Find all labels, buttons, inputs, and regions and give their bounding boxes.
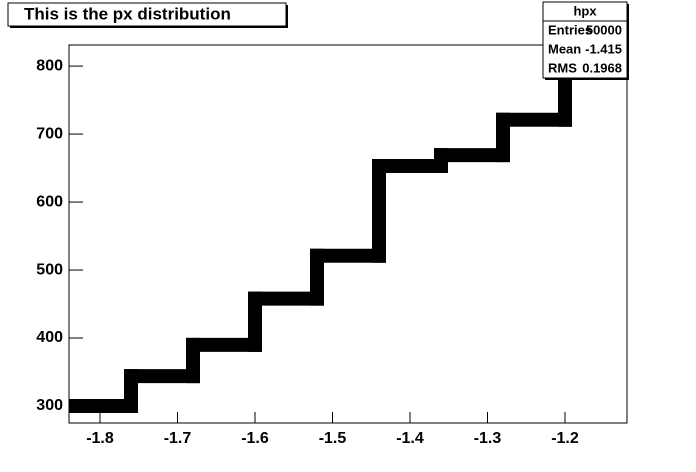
y-tick-label: 700 xyxy=(36,125,63,142)
x-tick-label: -1.7 xyxy=(164,430,192,447)
x-tick-label: -1.5 xyxy=(319,430,347,447)
stats-label: Entries xyxy=(548,22,592,37)
chart-title: This is the px distribution xyxy=(24,4,231,23)
axes: 300 400 500 600 700 800 -1.8 -1.7 -1.6 -1.5 -1.4 -1… xyxy=(36,57,579,447)
title-box xyxy=(7,2,287,27)
y-tick-label: 500 xyxy=(36,261,63,278)
x-tick-label: -1.8 xyxy=(86,430,114,447)
y-tick-label: 400 xyxy=(36,329,63,346)
stats-name: hpx xyxy=(573,3,597,18)
stats-value: 0.1968 xyxy=(582,60,622,75)
x-tick-label: -1.2 xyxy=(551,430,579,447)
stats-label: Mean xyxy=(548,41,581,56)
stats-value: 50000 xyxy=(586,22,622,37)
y-tick-label: 800 xyxy=(36,57,63,74)
x-tick-label: -1.6 xyxy=(241,430,269,447)
x-tick-label: -1.3 xyxy=(474,430,502,447)
stats-value: -1.415 xyxy=(585,41,622,56)
stats-frame xyxy=(542,1,628,79)
y-tick-label: 600 xyxy=(36,193,63,210)
x-tick-label: -1.4 xyxy=(396,430,424,447)
plot-frame xyxy=(68,44,628,424)
stats-label: RMS xyxy=(548,60,577,75)
y-tick-label: 300 xyxy=(36,397,63,414)
